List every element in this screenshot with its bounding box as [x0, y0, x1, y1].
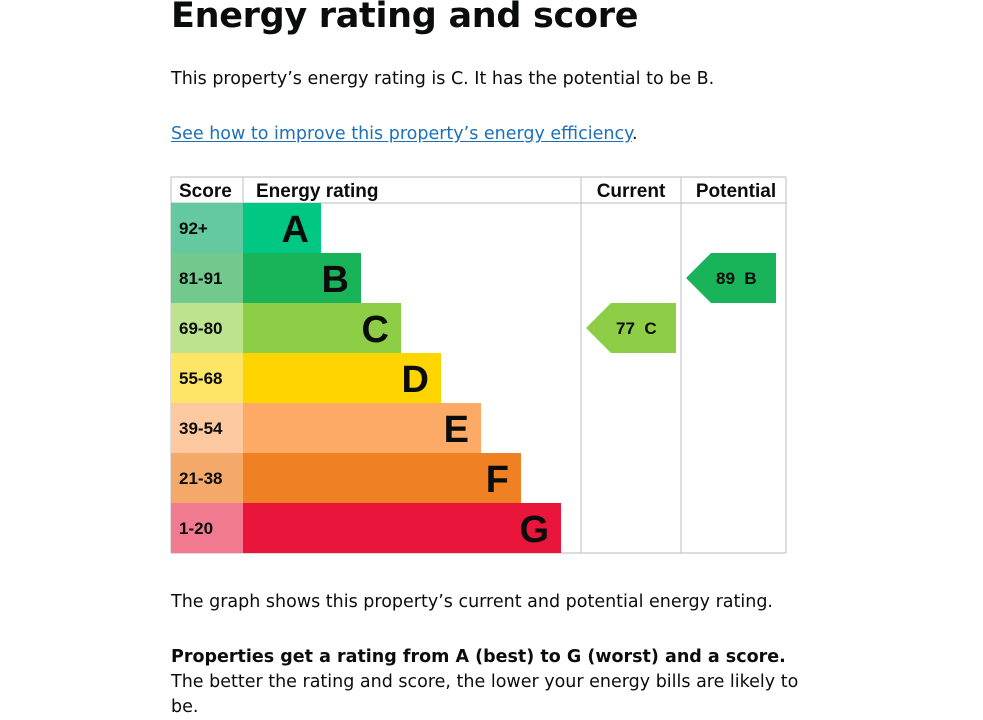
score-cell-c — [171, 303, 243, 353]
chart-headers: Score Energy rating Current Potential — [179, 181, 776, 202]
score-cell-f — [171, 453, 243, 503]
score-cell-g — [171, 503, 243, 553]
band-letter-b: B — [322, 259, 349, 301]
graph-description: The graph shows this property’s current … — [171, 592, 773, 612]
potential-rating-arrow — [686, 253, 776, 303]
band-bar-f — [243, 453, 521, 503]
band-letter-g: G — [519, 509, 549, 551]
improve-paragraph: See how to improve this property’s energ… — [171, 122, 638, 147]
chart-arrows: 77 C 89 B — [586, 253, 776, 353]
band-letter-e: E — [444, 409, 469, 451]
score-range-c: 69-80 — [179, 319, 222, 338]
potential-rating-label: 89 B — [716, 269, 757, 288]
score-range-a: 92+ — [179, 219, 208, 238]
band-bar-e — [243, 403, 481, 453]
score-cell-a — [171, 203, 243, 253]
chart-bands: 92+ A 81-91 B 69-80 C 55-68 D 39-54 E 21-38 F 1-20 G — [171, 203, 561, 553]
band-letter-f: F — [486, 459, 509, 501]
score-range-b: 81-91 — [179, 269, 222, 288]
energy-rating-intro: This property’s energy rating is C. It h… — [171, 69, 715, 89]
current-rating-label: 77 C — [616, 319, 657, 338]
page-title: Energy rating and score — [171, 0, 639, 36]
score-cell-d — [171, 353, 243, 403]
band-bar-g — [243, 503, 561, 553]
score-cell-b — [171, 253, 243, 303]
rating-info: Properties get a rating from A (best) to… — [171, 645, 811, 720]
score-range-d: 55-68 — [179, 369, 222, 388]
rating-info-rest: The better the rating and score, the low… — [171, 672, 799, 717]
current-rating-arrow — [586, 303, 676, 353]
header-current: Current — [597, 181, 666, 202]
header-score: Score — [179, 181, 232, 202]
band-bar-b — [243, 253, 361, 303]
header-energy-rating: Energy rating — [256, 181, 378, 202]
band-letter-c: C — [362, 309, 389, 351]
score-range-g: 1-20 — [179, 519, 213, 538]
improve-efficiency-link[interactable]: See how to improve this property’s energ… — [171, 124, 632, 144]
score-range-f: 21-38 — [179, 469, 222, 488]
header-potential: Potential — [696, 181, 776, 202]
band-letter-a: A — [282, 209, 309, 251]
band-bar-c — [243, 303, 401, 353]
rating-info-bold: Properties get a rating from A (best) to… — [171, 647, 786, 667]
band-bar-d — [243, 353, 441, 403]
improve-link-suffix: . — [631, 124, 638, 144]
score-range-e: 39-54 — [179, 419, 223, 438]
band-letter-d: D — [402, 359, 429, 401]
score-cell-e — [171, 403, 243, 453]
band-bar-a — [243, 203, 321, 253]
